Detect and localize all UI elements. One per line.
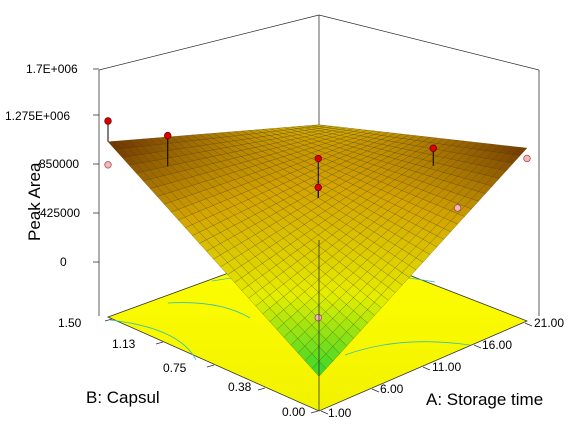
design-point xyxy=(314,313,322,322)
y-axis-ticks xyxy=(104,318,319,414)
z-tick-label: 425000 xyxy=(40,206,80,220)
y-tick-label: 1.13 xyxy=(112,337,136,351)
z-tick-label: 1.7E+006 xyxy=(26,62,78,76)
floor-contour xyxy=(167,302,251,319)
design-point xyxy=(453,204,462,212)
x-tick-label: 6.00 xyxy=(380,382,404,396)
design-point xyxy=(314,154,322,163)
floor-contour xyxy=(109,319,197,361)
design-point xyxy=(314,183,322,192)
z-tick-label: 850000 xyxy=(39,157,79,171)
floor-contour xyxy=(344,341,471,356)
x-axis-ticks xyxy=(320,322,533,415)
design-point xyxy=(104,161,112,169)
x-tick-label: 21.00 xyxy=(534,316,564,330)
y-axis-title: B: Capsul xyxy=(86,388,160,407)
y-tick-label: 0.38 xyxy=(228,380,252,394)
x-tick-label: 11.00 xyxy=(432,360,461,374)
design-points xyxy=(104,117,531,322)
x-tick-label: 16.00 xyxy=(482,338,512,352)
x-axis-title: A: Storage time xyxy=(426,390,543,409)
x-tick-label: 1.00 xyxy=(328,406,352,419)
z-axis xyxy=(93,68,99,263)
z-axis-title: Peak Area xyxy=(25,162,44,241)
z-tick-label: 1.275E+006 xyxy=(5,109,70,123)
design-point xyxy=(104,117,112,125)
z-tick-label: 0 xyxy=(60,255,67,269)
y-tick-label: 1.50 xyxy=(58,316,82,330)
y-tick-label: 0.00 xyxy=(282,405,306,419)
design-point xyxy=(164,131,172,140)
design-point xyxy=(429,144,437,152)
y-tick-label: 0.75 xyxy=(163,361,187,375)
design-point xyxy=(523,154,531,163)
